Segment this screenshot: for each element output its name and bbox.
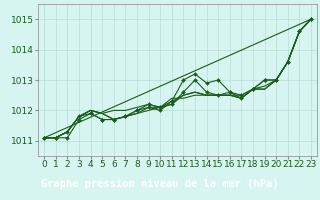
Text: Graphe pression niveau de la mer (hPa): Graphe pression niveau de la mer (hPa)	[41, 179, 279, 189]
